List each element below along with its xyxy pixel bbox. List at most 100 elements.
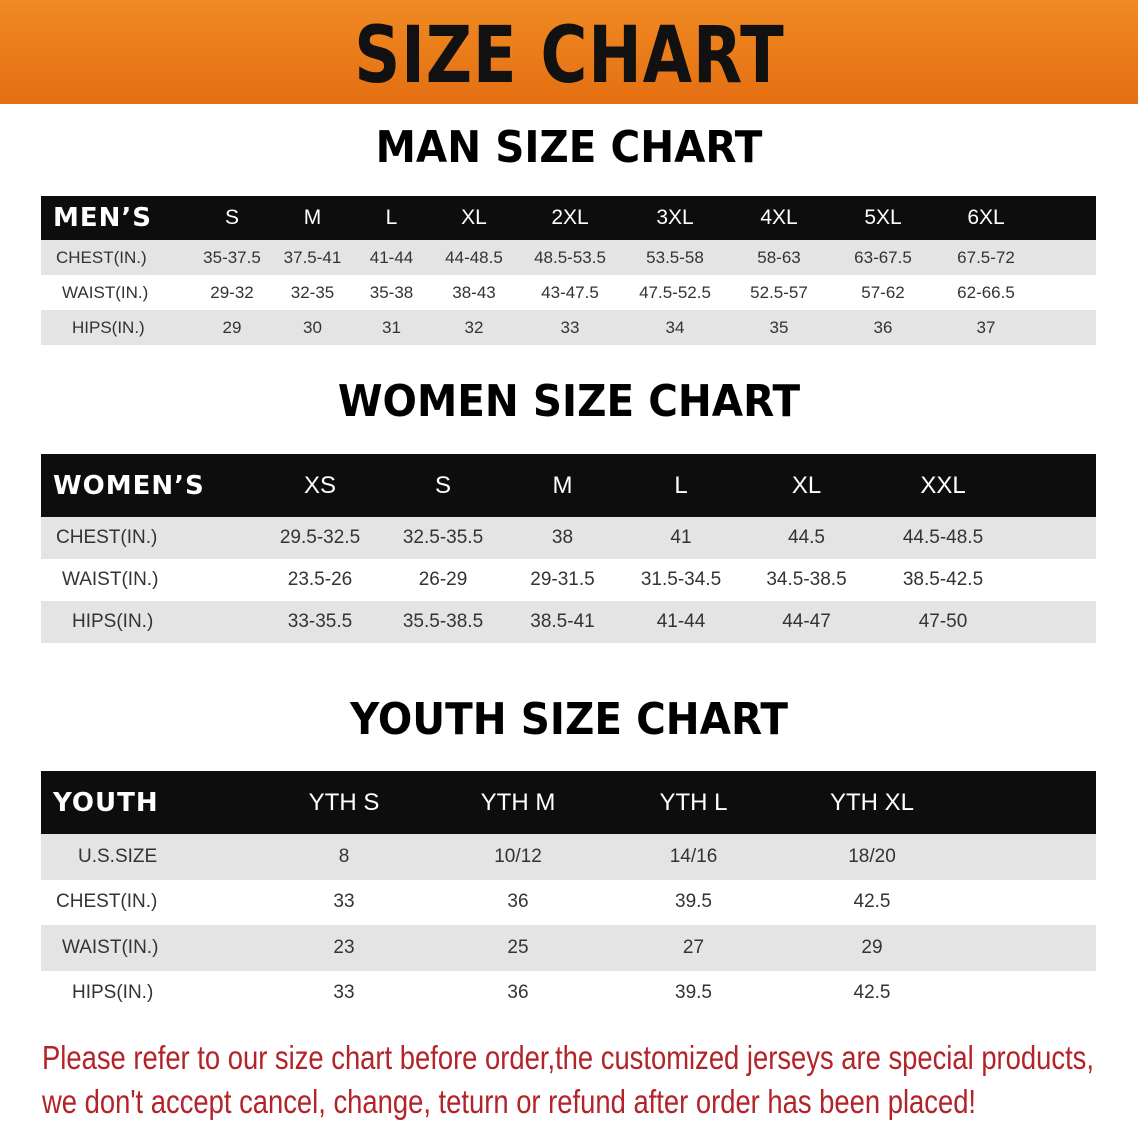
table-cell: 41-44 bbox=[369, 247, 414, 267]
column-header: M bbox=[303, 206, 322, 229]
table-cell: 39.5 bbox=[675, 982, 712, 1004]
column-header: YTH XL bbox=[829, 788, 915, 816]
table-header-row: MEN’S S M L XL 2XL 3XL 4XL 5XL 6XL bbox=[41, 196, 1096, 240]
column-header: 5XL bbox=[864, 206, 902, 229]
disclaimer-line-1: Please refer to our size chart before or… bbox=[42, 1039, 1094, 1076]
table-cell: 29-32 bbox=[210, 282, 254, 302]
column-header: XS bbox=[303, 471, 336, 499]
table-cell: 29 bbox=[222, 317, 242, 337]
table-cell: 34.5-38.5 bbox=[766, 569, 847, 590]
table-cell: 35.5-38.5 bbox=[402, 611, 484, 632]
row-label: WAIST(IN.) bbox=[62, 936, 159, 958]
row-label: CHEST(IN.) bbox=[56, 891, 158, 913]
page-title: SIZE CHART bbox=[353, 11, 785, 101]
table-cell: 29-31.5 bbox=[530, 569, 595, 590]
table-cell: 35-38 bbox=[369, 282, 414, 302]
table-cell: 53.5-58 bbox=[646, 247, 704, 267]
banner: SIZE CHART bbox=[0, 0, 1138, 104]
table-header-row: YOUTH YTH S YTH M YTH L YTH XL bbox=[41, 771, 1096, 834]
youth-section-title: YOUTH SIZE CHART bbox=[350, 694, 788, 745]
row-label: CHEST(IN.) bbox=[56, 247, 147, 267]
disclaimer-note: Please refer to our size chart before or… bbox=[42, 1036, 1138, 1124]
table-row: CHEST(IN.) 33 36 39.5 42.5 bbox=[41, 879, 1096, 925]
column-header: XL bbox=[791, 471, 822, 499]
table-cell: 38.5-41 bbox=[530, 611, 595, 632]
row-label: WAIST(IN.) bbox=[62, 569, 159, 590]
column-header: S bbox=[224, 206, 239, 229]
table-cell: 52.5-57 bbox=[750, 282, 808, 302]
column-header: 6XL bbox=[967, 206, 1005, 229]
table-cell: 47-50 bbox=[918, 611, 968, 632]
table-header-row: WOMEN’S XS S M L XL XXL bbox=[41, 454, 1096, 517]
table-cell: 44.5 bbox=[788, 527, 825, 548]
table-row: WAIST(IN.) 23.5-26 26-29 29-31.5 31.5-34.5 34… bbox=[41, 559, 1096, 601]
table-cell: 62-66.5 bbox=[957, 282, 1015, 302]
column-header: XXL bbox=[920, 471, 966, 499]
table-cell: 27 bbox=[682, 936, 705, 958]
disclaimer-line-2: we don't accept cancel, change, teturn o… bbox=[42, 1083, 977, 1120]
table-row: CHEST(IN.) 29.5-32.5 32.5-35.5 38 41 44.5 44.5… bbox=[41, 517, 1096, 559]
table-cell: 33 bbox=[560, 317, 580, 337]
table-cell: 44-47 bbox=[782, 611, 831, 632]
row-label: WAIST(IN.) bbox=[62, 282, 149, 302]
column-header: YTH M bbox=[480, 788, 556, 816]
table-cell: 42.5 bbox=[853, 891, 891, 913]
column-header: YTH S bbox=[308, 788, 380, 816]
table-cell: 26-29 bbox=[418, 569, 468, 590]
table-cell: 36 bbox=[507, 891, 529, 913]
table-cell: 43-47.5 bbox=[541, 282, 599, 302]
row-label: HIPS(IN.) bbox=[72, 611, 154, 632]
table-corner-label: YOUTH bbox=[53, 787, 159, 818]
column-header: L bbox=[674, 471, 688, 499]
table-cell: 44-48.5 bbox=[445, 247, 503, 267]
column-header: S bbox=[434, 471, 451, 499]
table-row: WAIST(IN.) 23 25 27 29 bbox=[41, 925, 1096, 971]
table-cell: 23.5-26 bbox=[287, 569, 353, 590]
table-cell: 23 bbox=[333, 936, 355, 958]
table-corner-label: WOMEN’S bbox=[53, 470, 205, 501]
table-cell: 32.5-35.5 bbox=[402, 527, 484, 548]
table-cell: 37.5-41 bbox=[283, 247, 342, 267]
table-cell: 25 bbox=[507, 936, 529, 958]
table-corner-label: MEN’S bbox=[53, 203, 152, 233]
column-header: XL bbox=[461, 206, 487, 229]
table-cell: 48.5-53.5 bbox=[534, 247, 606, 267]
table-cell: 33-35.5 bbox=[287, 611, 353, 632]
column-header: 3XL bbox=[656, 206, 694, 229]
youth-size-table: YOUTH YTH S YTH M YTH L YTH XL U.S.SIZE 8 10/12… bbox=[41, 771, 1096, 1016]
column-header: M bbox=[552, 471, 573, 499]
table-cell: 10/12 bbox=[494, 845, 542, 867]
table-cell: 33 bbox=[333, 982, 355, 1004]
table-cell: 8 bbox=[338, 845, 350, 867]
women-section-title: WOMEN SIZE CHART bbox=[337, 376, 801, 427]
table-cell: 47.5-52.5 bbox=[639, 282, 711, 302]
table-cell: 57-62 bbox=[861, 282, 905, 302]
table-cell: 41 bbox=[670, 527, 692, 548]
table-cell: 67.5-72 bbox=[957, 247, 1015, 267]
table-row: U.S.SIZE 8 10/12 14/16 18/20 bbox=[41, 834, 1096, 880]
row-label: CHEST(IN.) bbox=[56, 527, 158, 548]
table-cell: 35-37.5 bbox=[203, 247, 261, 267]
men-size-table: MEN’S S M L XL 2XL 3XL 4XL 5XL 6XL CHEST(IN.) 35-37… bbox=[41, 196, 1096, 345]
table-row: HIPS(IN.) 33-35.5 35.5-38.5 38.5-41 41-44 44-… bbox=[41, 601, 1096, 643]
column-header: YTH L bbox=[659, 788, 728, 816]
table-cell: 34 bbox=[665, 317, 685, 337]
column-header: L bbox=[385, 206, 398, 229]
table-cell: 30 bbox=[303, 317, 322, 337]
table-cell: 38-43 bbox=[452, 282, 496, 302]
table-cell: 63-67.5 bbox=[854, 247, 912, 267]
table-cell: 42.5 bbox=[853, 982, 891, 1004]
table-cell: 14/16 bbox=[669, 845, 718, 867]
table-cell: 31.5-34.5 bbox=[640, 569, 722, 590]
table-cell: 29.5-32.5 bbox=[279, 527, 361, 548]
column-header: 4XL bbox=[760, 206, 798, 229]
table-cell: 31 bbox=[382, 317, 401, 337]
table-cell: 58-63 bbox=[757, 247, 801, 267]
women-size-table: WOMEN’S XS S M L XL XXL CHEST(IN.) 29.5-32.5 32.5… bbox=[41, 454, 1096, 643]
table-cell: 36 bbox=[873, 317, 893, 337]
table-cell: 29 bbox=[861, 936, 883, 958]
table-cell: 38.5-42.5 bbox=[902, 569, 984, 590]
table-cell: 35 bbox=[769, 317, 789, 337]
table-cell: 41-44 bbox=[656, 611, 706, 632]
table-cell: 36 bbox=[507, 982, 529, 1004]
